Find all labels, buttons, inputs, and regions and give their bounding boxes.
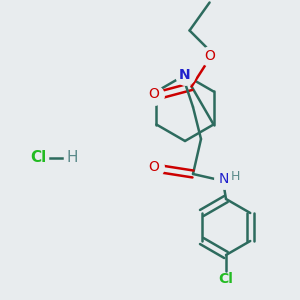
Text: H: H (66, 151, 78, 166)
Text: N: N (179, 68, 191, 82)
Text: O: O (204, 49, 215, 62)
Text: H: H (230, 169, 240, 182)
Text: O: O (148, 160, 159, 174)
Text: Cl: Cl (219, 272, 233, 286)
Text: O: O (148, 88, 159, 101)
Text: N: N (219, 172, 229, 186)
Text: Cl: Cl (30, 151, 46, 166)
